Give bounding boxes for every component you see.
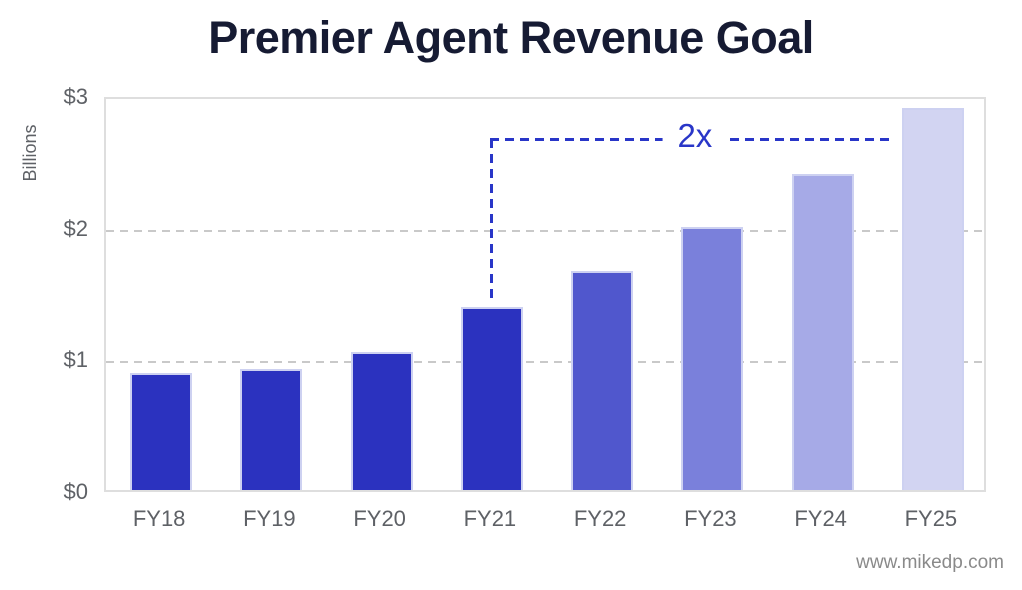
annotation-multiplier-label: 2x [662,117,728,155]
x-label-fy22: FY22 [573,506,627,531]
x-label-fy23: FY23 [684,506,737,531]
gridline-1 [106,361,984,364]
y-tick-2: $2 [63,215,88,241]
x-label-fy25: FY25 [904,506,958,531]
x-label-fy20: FY20 [353,506,406,531]
bar-fy22 [571,271,634,490]
bar-fy19 [240,368,303,490]
bar-fy18 [130,372,193,490]
x-label-fy19: FY19 [243,506,296,531]
chart-title: Premier Agent Revenue Goal [208,12,814,63]
bar-fy24 [791,174,854,490]
x-label-fy21: FY21 [463,506,517,531]
annotation-vertical-line [490,139,494,300]
y-tick-1: $1 [63,347,88,373]
watermark-url: www.mikedp.com [856,552,1004,573]
bar-fy20 [350,351,413,490]
x-label-fy24: FY24 [794,506,847,531]
x-label-fy18: FY18 [132,506,186,531]
plot-area: 2x [104,97,986,492]
bar-fy25 [901,108,964,490]
y-tick-0: $0 [63,479,88,504]
gridline-2 [106,229,984,232]
y-axis-title: Billions [20,124,40,182]
y-tick-3: $3 [63,84,88,109]
bar-fy23 [681,226,744,490]
bar-fy21 [460,306,523,490]
